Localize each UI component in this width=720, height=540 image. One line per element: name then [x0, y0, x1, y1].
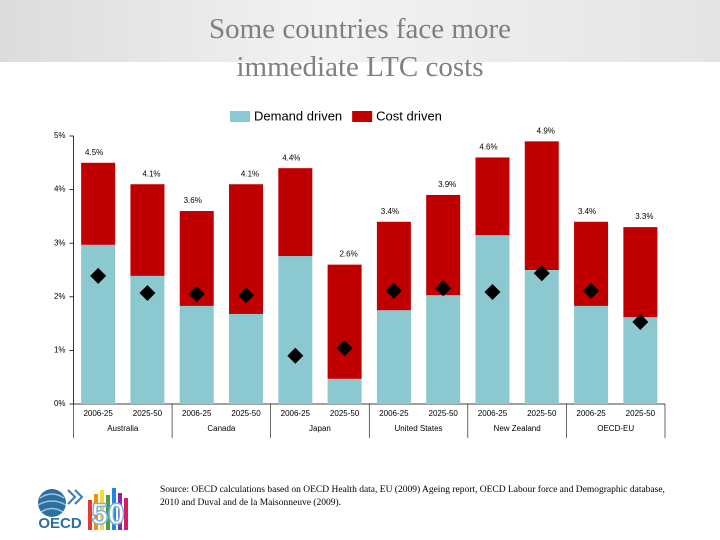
logo-arrows [67, 489, 84, 505]
legend-swatch [230, 111, 250, 122]
marker [435, 280, 452, 297]
logo-bar [88, 500, 92, 530]
y-tick-label: 3% [54, 238, 66, 247]
group-label: OECD-EU [597, 424, 634, 433]
marker [287, 347, 304, 364]
total-label: 3.6% [184, 196, 202, 205]
y-tick-label: 4% [54, 185, 66, 194]
bar-segment [426, 194, 461, 296]
x-tick-label: 2006-25 [182, 409, 212, 418]
marker [139, 285, 156, 302]
x-tick-label: 2025-50 [231, 409, 261, 418]
logo-bar [118, 493, 122, 530]
y-tick-label: 1% [54, 346, 66, 355]
bar-segment [623, 227, 658, 318]
bar-segment [278, 168, 313, 257]
legend-swatch [352, 111, 373, 122]
group-label: Australia [107, 424, 139, 433]
x-tick-label: 2006-25 [478, 409, 508, 418]
y-tick-label: 2% [54, 292, 66, 301]
marker [583, 282, 600, 299]
total-label: 4.4% [282, 153, 300, 162]
marker [484, 283, 501, 300]
marker [385, 282, 402, 299]
group-label: New Zealand [494, 424, 541, 433]
bar-segment [574, 305, 609, 404]
x-tick-label: 2006-25 [83, 409, 113, 418]
bar-segment [426, 295, 461, 404]
marker [632, 313, 649, 330]
logo-bar [94, 494, 98, 530]
source-note: Source: OECD calculations based on OECD … [160, 485, 665, 508]
logo-bar [106, 495, 110, 530]
logo-bar [100, 490, 104, 530]
logo-bar [112, 488, 116, 530]
logo-number: 50 [91, 498, 124, 531]
bar-segment [524, 270, 559, 404]
title-line: immediate LTC costs [236, 51, 484, 83]
title: Some countries face more immediate LTC c… [0, 10, 720, 86]
total-label: 4.9% [537, 126, 555, 135]
marker [188, 286, 205, 303]
total-label: 3.9% [438, 180, 456, 189]
x-tick-label: 2025-50 [626, 409, 656, 418]
bar-segment [81, 162, 116, 245]
y-tick-label: 0% [54, 399, 66, 408]
bar-segment [524, 141, 559, 270]
logo-bar [124, 498, 128, 530]
bar-segment [229, 313, 264, 404]
marker [238, 287, 255, 304]
bar-segment [376, 310, 411, 404]
logo-lines [37, 493, 67, 513]
logo-text: OECD [38, 515, 82, 532]
x-tick-label: 2025-50 [330, 409, 360, 418]
legend-label: Cost driven [376, 108, 442, 123]
total-label: 3.4% [578, 207, 596, 216]
total-label: 4.1% [142, 169, 160, 178]
bar-segment [179, 305, 214, 404]
x-tick-label: 2006-25 [576, 409, 606, 418]
bar-segment [623, 317, 658, 404]
x-tick-label: 2025-50 [133, 409, 163, 418]
marker [336, 340, 353, 357]
group-label: Canada [207, 424, 236, 433]
total-label: 4.5% [85, 148, 103, 157]
bar-segment [475, 157, 510, 236]
logo: OECD 50 [37, 488, 128, 532]
bar-segment [278, 256, 313, 404]
legend-label: Demand driven [254, 108, 342, 123]
y-tick-label: 5% [54, 131, 66, 140]
total-label: 4.1% [241, 169, 259, 178]
x-tick-label: 2025-50 [527, 409, 557, 418]
header-band [0, 0, 720, 62]
total-label: 4.6% [479, 143, 497, 152]
marker [533, 265, 550, 282]
x-tick-label: 2025-50 [429, 409, 459, 418]
total-label: 3.3% [635, 212, 653, 221]
x-tick-label: 2006-25 [281, 409, 311, 418]
group-label: Japan [309, 424, 331, 433]
x-tick-label: 2006-25 [379, 409, 409, 418]
group-label: United States [395, 424, 443, 433]
bar-segment [327, 378, 362, 404]
bar-segment [327, 264, 362, 379]
bar-segment [475, 235, 510, 404]
total-label: 3.4% [381, 207, 399, 216]
marker [90, 267, 107, 284]
bar-segment [130, 184, 165, 276]
title-line: Some countries face more [209, 13, 511, 45]
total-label: 2.6% [339, 250, 357, 259]
